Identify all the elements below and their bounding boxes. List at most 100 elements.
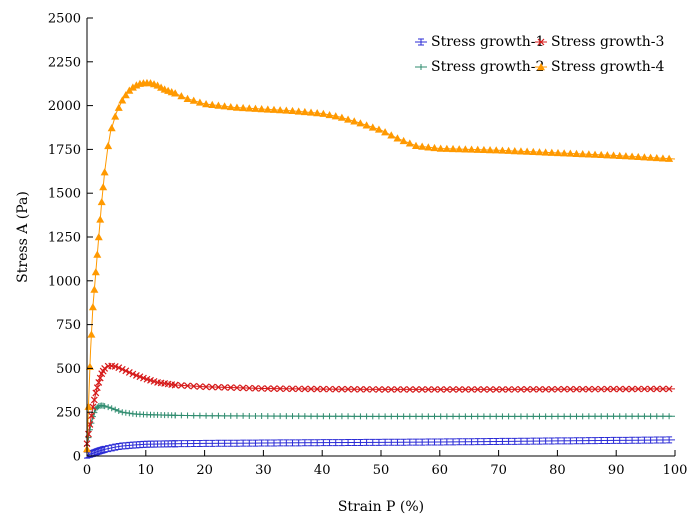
y-tick-label: 500: [56, 362, 81, 377]
data-point: [101, 364, 109, 372]
data-point: [430, 143, 439, 152]
data-point: [418, 385, 426, 393]
data-point: [190, 412, 197, 419]
x-tick-label: 50: [373, 463, 390, 478]
y-tick-label: 1750: [48, 143, 81, 158]
data-point: [93, 250, 102, 258]
data-point: [548, 385, 556, 393]
data-point: [584, 150, 593, 158]
data-point: [283, 413, 290, 420]
data-point: [424, 143, 433, 151]
legend-label: Stress growth-3: [551, 34, 664, 50]
data-point: [461, 145, 470, 153]
data-point: [622, 436, 629, 444]
data-point: [523, 147, 532, 155]
data-point: [264, 413, 271, 420]
data-point: [351, 438, 358, 446]
data-point: [456, 438, 463, 446]
data-point: [653, 436, 660, 444]
data-point: [257, 104, 266, 113]
data-point: [474, 385, 482, 393]
data-point: [547, 148, 556, 156]
x-tick-label: 30: [255, 463, 272, 478]
data-point: [319, 385, 327, 393]
data-point: [425, 438, 432, 446]
data-point: [111, 112, 120, 120]
data-point: [560, 385, 568, 393]
data-point: [524, 437, 531, 445]
data-point: [615, 151, 624, 159]
data-point: [332, 385, 340, 393]
data-point: [220, 102, 229, 110]
data-point: [375, 438, 382, 446]
data-point: [314, 413, 321, 420]
data-point: [369, 413, 376, 420]
data-point: [468, 413, 475, 420]
data-point: [406, 385, 414, 393]
series-4: [83, 78, 676, 453]
data-point: [425, 413, 432, 420]
data-point: [456, 413, 463, 420]
data-point: [610, 385, 617, 393]
data-point: [474, 438, 481, 446]
data-point: [399, 136, 408, 145]
data-point: [331, 112, 340, 120]
data-point: [308, 413, 315, 420]
y-tick-label: 750: [56, 318, 81, 333]
data-point: [461, 385, 469, 393]
data-point: [251, 104, 260, 112]
x-ticks: 0 10 20 30 40 50 60 70 80 90 100: [83, 450, 687, 478]
data-point: [505, 413, 512, 420]
data-point: [171, 89, 180, 97]
data-point: [511, 385, 519, 393]
data-point: [529, 147, 538, 156]
data-point: [468, 385, 475, 393]
data-point: [443, 413, 450, 420]
data-point: [196, 383, 204, 390]
data-point: [387, 131, 396, 139]
data-point: [622, 385, 630, 393]
data-point: [125, 369, 133, 376]
data-point: [96, 215, 105, 223]
data-point: [388, 438, 395, 446]
data-point: [183, 94, 192, 102]
data-point: [419, 438, 426, 446]
x-tick-label: 70: [490, 463, 507, 478]
plot-area: [83, 78, 676, 459]
data-point: [536, 385, 543, 393]
y-tick-label: 1500: [48, 187, 81, 202]
data-point: [288, 106, 297, 115]
data-point: [203, 439, 210, 447]
data-point: [294, 107, 303, 115]
data-point: [437, 438, 444, 446]
data-point: [480, 413, 487, 420]
data-point: [338, 413, 345, 420]
data-point: [96, 374, 104, 382]
data-point: [431, 413, 438, 420]
data-point: [258, 439, 265, 447]
data-point: [85, 430, 92, 438]
legend-label: Stress growth-1: [431, 34, 544, 50]
data-point: [118, 365, 126, 373]
data-point: [105, 445, 112, 453]
data-point: [653, 413, 660, 420]
x-tick-label: 60: [432, 463, 449, 478]
data-point: [387, 385, 395, 393]
legend-item: Stress growth-4: [535, 59, 664, 75]
data-point: [510, 146, 519, 155]
data-point: [189, 96, 198, 104]
data-point: [344, 385, 352, 393]
data-point: [345, 439, 352, 447]
data-point: [177, 92, 186, 100]
data-point: [375, 385, 383, 393]
data-point: [258, 413, 265, 420]
y-tick-label: 2000: [48, 99, 81, 114]
data-point: [647, 436, 654, 444]
x-tick-label: 0: [83, 463, 91, 478]
data-point: [542, 437, 549, 445]
data-point: [523, 385, 531, 393]
data-point: [289, 385, 296, 393]
data-point: [357, 413, 364, 420]
data-point: [493, 413, 500, 420]
data-point: [498, 385, 506, 393]
